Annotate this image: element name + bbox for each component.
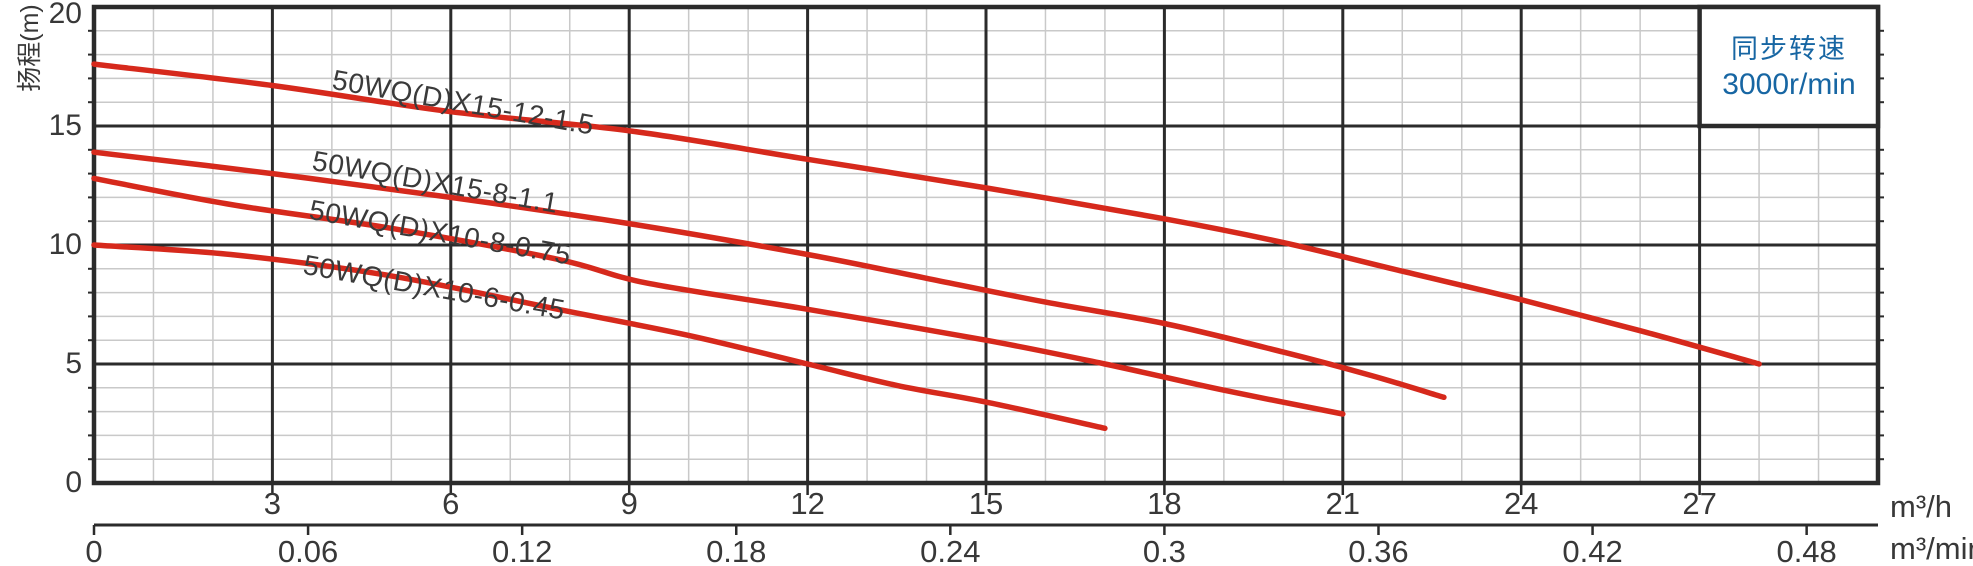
x2-tick-label: 0.48 — [1776, 534, 1837, 566]
secondary-x-axis — [92, 523, 1878, 535]
x2-tick-label: 0.06 — [277, 534, 339, 566]
x2-tick-label: 0.42 — [1562, 534, 1623, 566]
x-axis-secondary-unit: m³/min — [1890, 531, 1973, 566]
x2-tick-label: 0.3 — [1142, 534, 1186, 566]
x-axis-primary-unit: m³/h — [1890, 489, 1952, 524]
pump-curve-3 — [91, 175, 1346, 417]
x2-tick-label: 0.18 — [706, 534, 767, 566]
x2-tick-label: 0.12 — [491, 534, 553, 566]
pump-curve-1 — [91, 61, 1762, 367]
y-tick-label: 5 — [65, 347, 82, 380]
x-tick-label: 9 — [620, 486, 638, 521]
x-tick-label: 21 — [1325, 486, 1361, 521]
pump-curve-2 — [91, 149, 1447, 401]
y-tick-label: 0 — [65, 466, 82, 499]
x-tick-label: 3 — [263, 486, 282, 521]
annotation-speed-value: 3000r/min — [1722, 67, 1856, 101]
synchronous-speed-annotation: 同步转速 3000r/min — [1700, 7, 1878, 126]
x2-tick-label: 0.36 — [1348, 534, 1409, 566]
x-tick-label: 12 — [790, 486, 825, 521]
x2-tick-label: 0.24 — [920, 534, 981, 566]
x-tick-label: 24 — [1503, 486, 1539, 521]
y-tick-label: 15 — [48, 109, 82, 142]
y-tick-label: 10 — [48, 228, 82, 261]
x-tick-label: 27 — [1682, 486, 1717, 521]
pump-curves — [91, 61, 1762, 432]
x-tick-label: 18 — [1147, 486, 1182, 521]
y-tick-label: 20 — [48, 0, 82, 30]
x-tick-label: 15 — [968, 486, 1004, 521]
x-tick-label: 6 — [442, 486, 460, 521]
annotation-box — [1697, 4, 1881, 129]
pump-curve-4 — [91, 242, 1108, 432]
x2-tick-label: 0 — [85, 534, 103, 566]
annotation-speed-title: 同步转速 — [1731, 33, 1847, 64]
